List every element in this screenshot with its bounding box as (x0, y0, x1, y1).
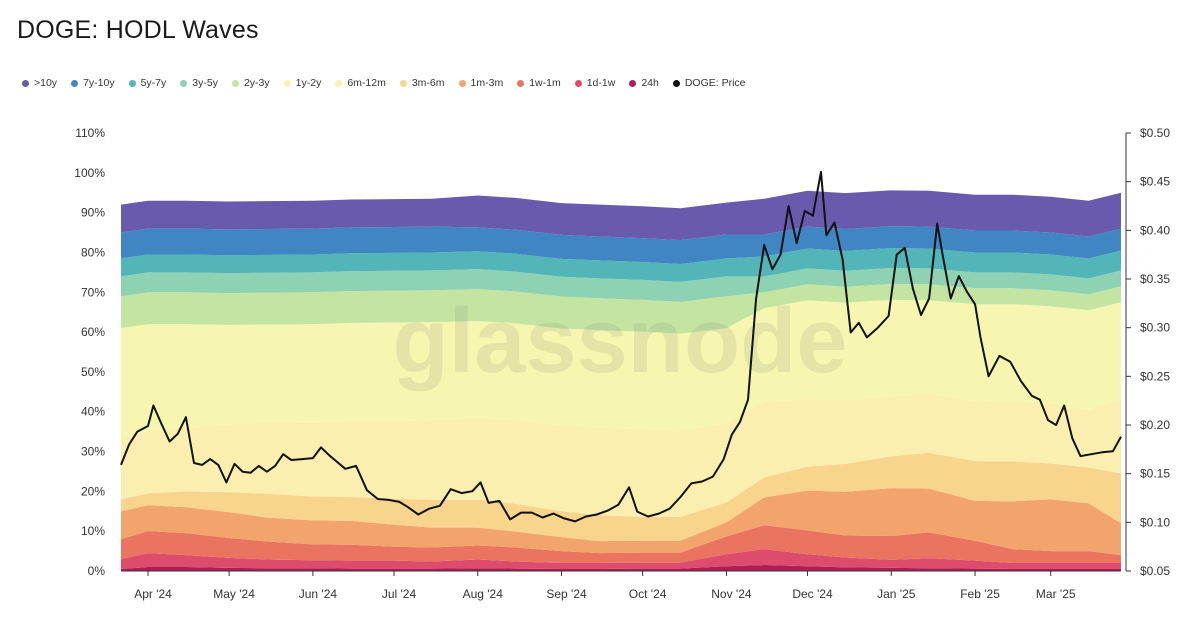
legend-item[interactable]: 7y-10y (71, 77, 115, 89)
legend-label: 1y-2y (295, 77, 322, 89)
right-tick-label: $0.45 (1140, 175, 1170, 189)
legend-item[interactable]: 24h (629, 77, 659, 89)
legend-label: 1d-1w (586, 77, 616, 89)
legend-item[interactable]: 1w-1m (517, 77, 561, 89)
legend-item[interactable]: 3m-6m (399, 77, 445, 89)
left-tick-label: 30% (81, 445, 105, 459)
legend-swatch (335, 79, 343, 87)
x-tick-label: Aug '24 (463, 587, 504, 601)
x-tick-label: Dec '24 (792, 587, 833, 601)
left-tick-label: 100% (74, 166, 105, 180)
left-tick-label: 80% (81, 245, 105, 259)
legend: >10y 7y-10y 5y-7y 3y-5y 2y-3y 1y-2y 6m-12m 3m-6… (22, 77, 760, 89)
legend-item[interactable]: DOGE: Price (672, 77, 746, 89)
x-tick-label: Oct '24 (629, 587, 667, 601)
legend-swatch (283, 79, 291, 87)
band-24h (121, 565, 1121, 571)
legend-item[interactable]: 1d-1w (574, 77, 616, 89)
legend-item[interactable]: >10y (22, 77, 57, 89)
legend-label: 24h (641, 77, 659, 89)
band-1m3m (121, 488, 1121, 556)
left-tick-label: 20% (81, 484, 105, 498)
legend-item[interactable]: 1y-2y (283, 77, 322, 89)
legend-label: 7y-10y (83, 77, 115, 89)
legend-item[interactable]: 2y-3y (231, 77, 270, 89)
left-tick-label: 50% (81, 365, 105, 379)
legend-item[interactable]: 1m-3m (458, 77, 504, 89)
x-tick-label: Jan '25 (877, 587, 916, 601)
legend-label: DOGE: Price (684, 77, 746, 89)
chart-title: DOGE: HODL Waves (17, 16, 259, 44)
legend-item[interactable]: 3y-5y (180, 77, 218, 89)
legend-item[interactable]: 6m-12m (335, 77, 386, 89)
legend-swatch (71, 79, 79, 87)
legend-swatch (672, 79, 680, 87)
legend-swatch (458, 79, 466, 87)
left-tick-label: 40% (81, 405, 105, 419)
left-tick-label: 10% (81, 524, 105, 538)
legend-swatch (629, 79, 637, 87)
legend-item[interactable]: 5y-7y (128, 77, 167, 89)
band-2y3y (121, 283, 1121, 334)
price-line (120, 170, 1122, 523)
left-tick-label: 90% (81, 206, 105, 220)
legend-label: >10y (34, 77, 58, 89)
right-tick-label: $0.35 (1140, 272, 1170, 286)
right-tick-label: $0.30 (1140, 321, 1170, 335)
x-tick-label: May '24 (213, 587, 255, 601)
legend-label: 2y-3y (243, 77, 270, 89)
left-tick-label: 0% (88, 564, 106, 578)
x-axis: Apr '24 May '24 Jun '24 Jul '24 Aug '24 Sep '… (121, 570, 1121, 601)
left-tick-label: 110% (75, 126, 105, 140)
right-tick-label: $0.25 (1140, 369, 1170, 383)
x-tick-label: Nov '24 (711, 587, 752, 601)
band-3y5y (121, 267, 1121, 302)
legend-swatch (180, 79, 188, 87)
band-7y10y (121, 226, 1121, 265)
right-tick-label: $0.20 (1140, 418, 1170, 432)
price-series (120, 170, 1122, 523)
legend-label: 3m-6m (411, 77, 445, 89)
band-1d1w (121, 549, 1121, 570)
hodl-bands (121, 190, 1121, 571)
legend-swatch (128, 79, 136, 87)
legend-swatch (399, 79, 407, 87)
left-tick-label: 60% (81, 325, 105, 339)
right-tick-label: $0.05 (1140, 564, 1170, 578)
x-tick-label: Feb '25 (960, 587, 1000, 601)
legend-label: 6m-12m (347, 77, 386, 89)
legend-swatch (517, 79, 525, 87)
legend-swatch (22, 79, 29, 87)
legend-label: 3y-5y (192, 77, 218, 89)
right-tick-label: $0.40 (1140, 223, 1170, 237)
watermark: glassnode (392, 290, 847, 392)
band-5y7y (121, 248, 1121, 282)
x-tick-label: Apr '24 (134, 587, 172, 601)
right-tick-label: $0.50 (1140, 126, 1170, 140)
right-axis: $0.05 $0.10 $0.15 $0.20 $0.25 $0.30 $0.35 $0.40… (1125, 126, 1170, 578)
legend-label: 1m-3m (470, 77, 504, 89)
band-10y (121, 190, 1121, 241)
legend-swatch (574, 79, 582, 87)
left-tick-label: 70% (81, 285, 105, 299)
x-tick-label: Jul '24 (382, 587, 417, 601)
right-tick-label: $0.10 (1140, 515, 1170, 529)
band-6m12m (121, 393, 1121, 517)
x-tick-label: Mar '25 (1036, 587, 1076, 601)
left-axis: 0% 10% 20% 30% 40% 50% 60% 70% 80% 90% 100% 110% (74, 126, 105, 578)
band-3m6m (121, 452, 1121, 542)
legend-swatch (231, 79, 239, 87)
band-1w1m (121, 525, 1121, 564)
x-tick-label: Sep '24 (546, 587, 587, 601)
right-tick-label: $0.15 (1140, 467, 1170, 481)
x-tick-label: Jun '24 (299, 587, 338, 601)
legend-label: 5y-7y (140, 77, 167, 89)
legend-label: 1w-1m (529, 77, 561, 89)
